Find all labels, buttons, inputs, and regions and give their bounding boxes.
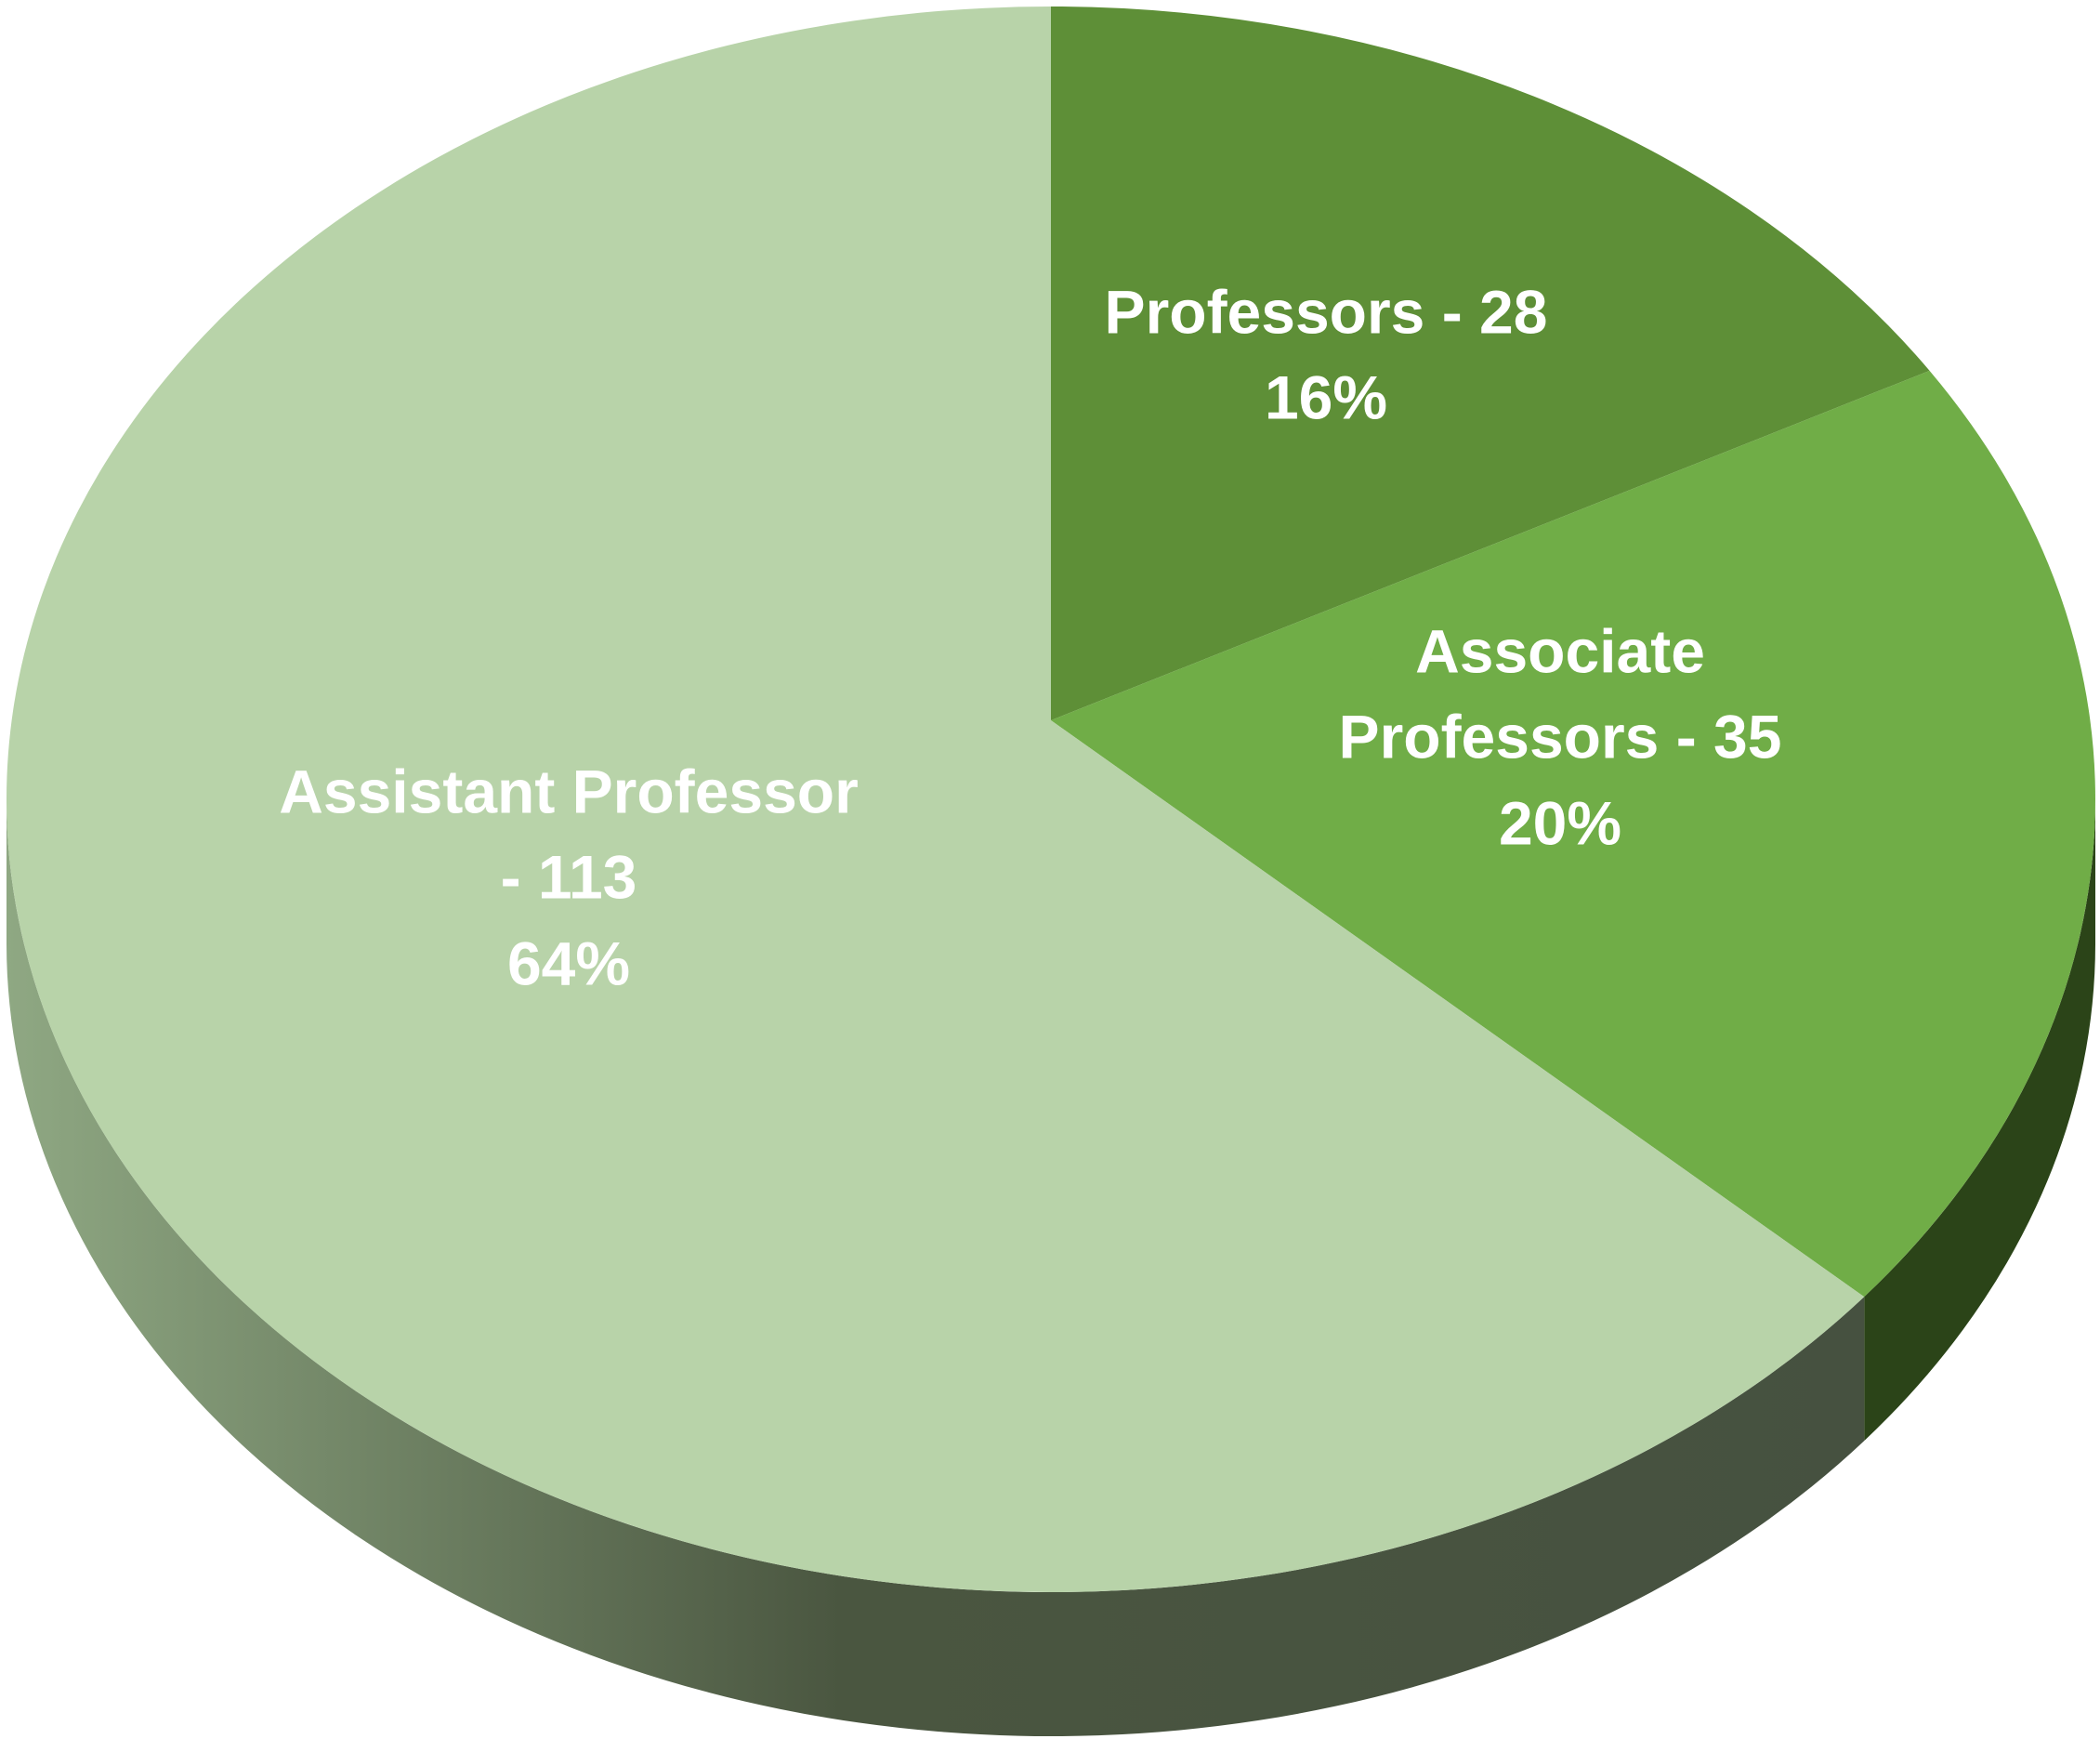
slice-label: Assistant Professor - 113 64% (271, 748, 866, 1006)
data-label: Professors - 28 (1104, 277, 1548, 347)
percent-label: 64% (506, 929, 631, 998)
pie-slice (1051, 370, 2096, 1298)
slice-label: Professors - 28 16% (1029, 270, 1623, 441)
data-label: Assistant Professor - 113 (279, 757, 859, 912)
pie-slice (1051, 7, 1930, 720)
slice-side (1864, 799, 2095, 1442)
percent-label: 20% (1498, 788, 1622, 858)
pie-slice (6, 7, 1865, 1593)
percent-label: 16% (1264, 363, 1388, 432)
slice-side (7, 799, 1865, 1736)
data-label: Associate Professors - 35 (1338, 616, 1782, 771)
slice-label: Associate Professors - 35 20% (1263, 608, 1857, 865)
